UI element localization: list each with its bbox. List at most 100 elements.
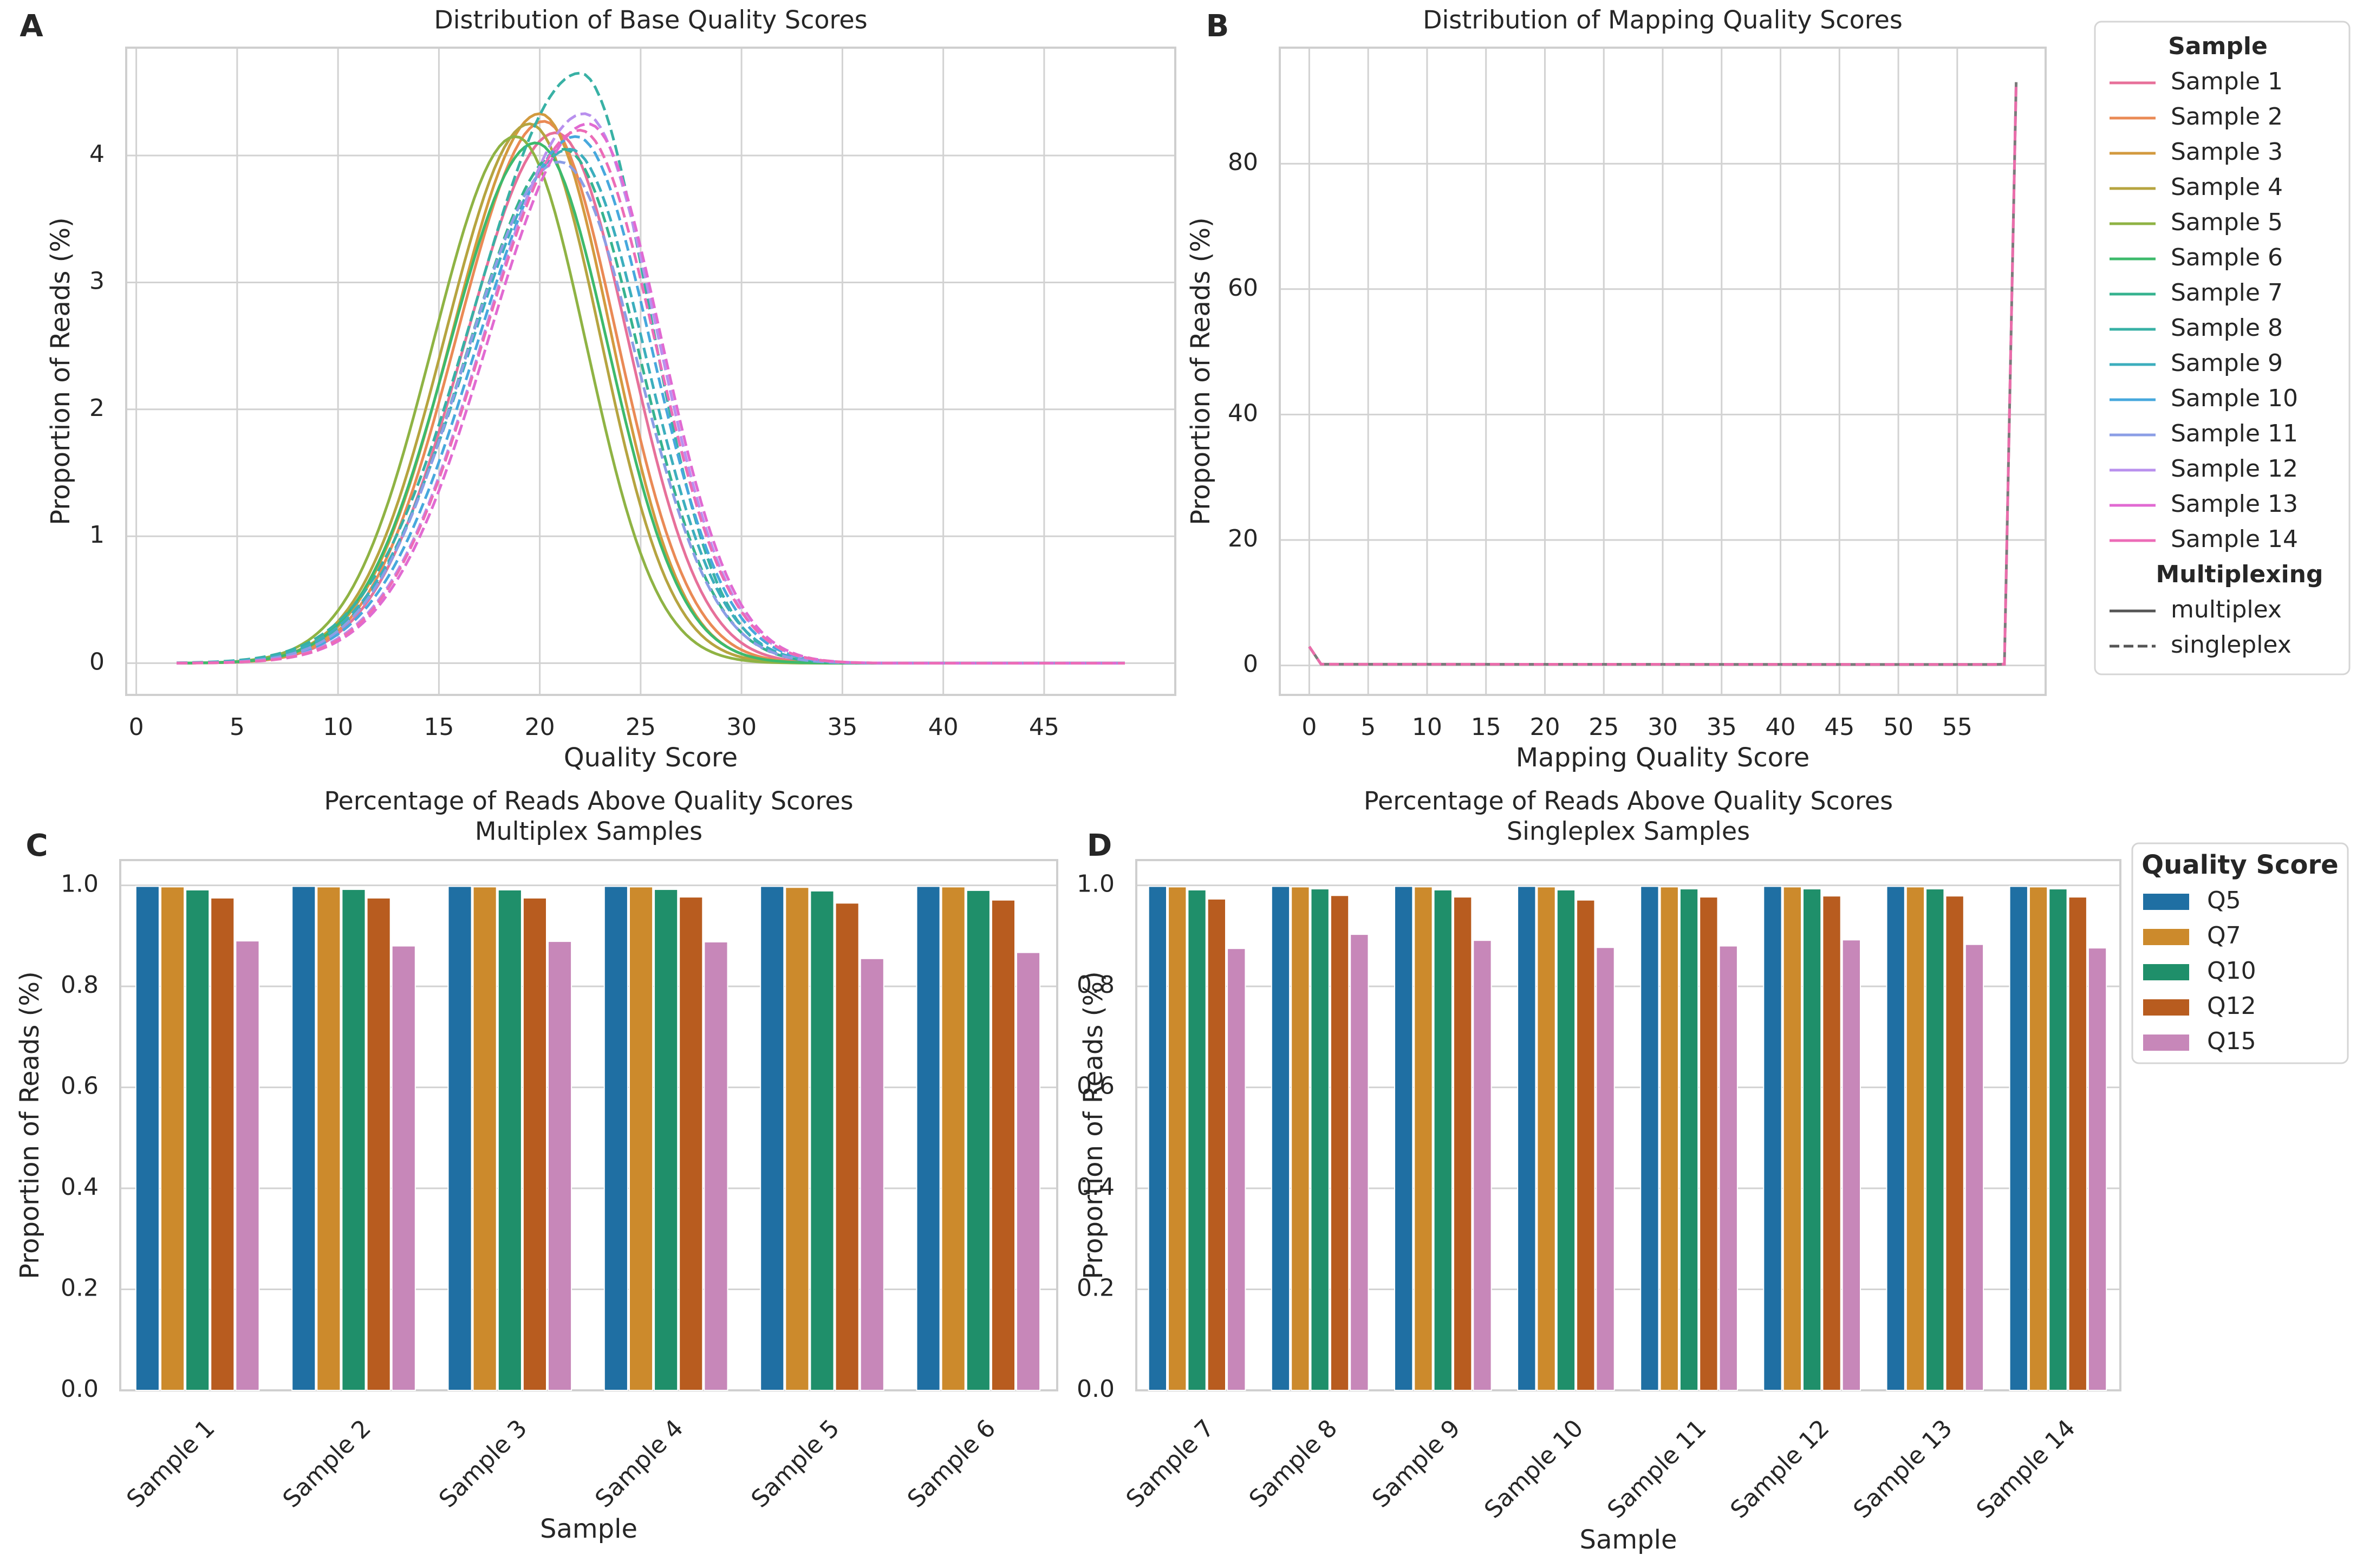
bar-sample-7-q5 <box>1148 886 1167 1391</box>
x-tick-label: 40 <box>928 713 959 741</box>
legend-swatch <box>2143 929 2189 945</box>
legend-item-label: Sample 10 <box>2171 385 2298 412</box>
bar-sample-3-q7 <box>472 886 497 1391</box>
bar-sample-2-q7 <box>316 886 341 1391</box>
legend-item-label: Q7 <box>2207 922 2241 949</box>
legend-item-label: Q15 <box>2207 1027 2256 1055</box>
x-tick-label: 5 <box>1360 713 1376 741</box>
axes-frame <box>1135 859 2121 1391</box>
legend-item-label: Sample 2 <box>2171 103 2283 131</box>
legend-swatch <box>2143 1035 2189 1051</box>
panel-label-c: C <box>25 828 48 863</box>
legend-frame <box>2094 21 2351 675</box>
x-axis-label: Sample <box>540 1514 637 1544</box>
bar-sample-5-q12 <box>835 902 860 1391</box>
bar-sample-14-q5 <box>2009 886 2028 1391</box>
y-tick-label: 0.4 <box>61 1173 99 1201</box>
x-tick-label: 45 <box>1029 713 1059 741</box>
series-line-sample-11 <box>177 160 1125 665</box>
bar-sample-9-q15 <box>1473 940 1492 1391</box>
x-tick-label: 10 <box>1412 713 1442 741</box>
bar-sample-12-q10 <box>1802 888 1822 1391</box>
y-tick-label: 0.8 <box>61 971 99 999</box>
bar-sample-6-q12 <box>991 899 1016 1391</box>
bar-sample-14-q10 <box>2048 888 2068 1391</box>
x-tick-label: 45 <box>1824 713 1854 741</box>
x-tick-label: 35 <box>1707 713 1737 741</box>
y-tick-label: 0.2 <box>1077 1274 1115 1302</box>
x-axis-label: Mapping Quality Score <box>1516 743 1809 773</box>
bar-sample-13-q10 <box>1925 888 1945 1391</box>
line-series-group <box>1308 82 2018 666</box>
bar-sample-2-q15 <box>391 945 416 1391</box>
series-line-sample-8 <box>177 71 1125 665</box>
x-tick-label: 15 <box>1471 713 1501 741</box>
x-tick-label: 15 <box>424 713 454 741</box>
legend-item-label: Sample 11 <box>2171 420 2298 447</box>
x-tick-label: 30 <box>726 713 757 741</box>
chart-title: Percentage of Reads Above Quality Scores <box>1364 786 1893 816</box>
legend-item-label: Sample 3 <box>2171 138 2283 166</box>
legend-samples: Sample Sample 1 Sample 2 Sample 3 Sample 4 Sa… <box>2094 21 2351 675</box>
bar-sample-10-q10 <box>1556 889 1576 1391</box>
y-tick-label: 0.0 <box>1077 1375 1115 1403</box>
bar-sample-13-q7 <box>1905 886 1925 1391</box>
x-tick-label: 20 <box>525 713 555 741</box>
chart-subtitle: Singleplex Samples <box>1507 817 1750 846</box>
bar-sample-8-q12 <box>1330 895 1350 1391</box>
y-axis-label: Proportion of Reads (%) <box>1078 971 1109 1279</box>
bar-sample-1-q7 <box>160 886 185 1391</box>
bar-sample-8-q7 <box>1291 886 1310 1391</box>
bar-sample-5-q5 <box>760 886 785 1391</box>
x-tick-label: 25 <box>626 713 656 741</box>
x-tick-label: 0 <box>129 713 144 741</box>
bar-sample-6-q7 <box>941 886 966 1391</box>
axes-frame <box>1279 47 2047 696</box>
series-line-sample-14 <box>177 128 1125 665</box>
bar-sample-12-q15 <box>1841 939 1861 1391</box>
bar-sample-13-q5 <box>1886 886 1905 1391</box>
y-tick-label: 0.8 <box>1077 971 1115 999</box>
bar-sample-4-q7 <box>629 886 654 1391</box>
bar-sample-1-q5 <box>135 886 160 1391</box>
axes-frame <box>125 47 1176 696</box>
bar-sample-4-q10 <box>654 889 679 1391</box>
bar-sample-5-q15 <box>860 958 884 1391</box>
legend-item-label: Sample 14 <box>2171 525 2298 553</box>
bar-sample-9-q10 <box>1433 889 1453 1391</box>
legend-item-label: Q10 <box>2207 957 2256 985</box>
bar-sample-8-q10 <box>1310 888 1330 1391</box>
bar-sample-12-q12 <box>1822 895 1841 1391</box>
y-axis-label: Proportion of Reads (%) <box>1186 217 1216 525</box>
legend-title: Quality Score <box>2141 850 2338 880</box>
legend-title: Sample <box>2168 32 2268 60</box>
series-line-singleplex <box>1308 82 2018 666</box>
bar-sample-1-q15 <box>235 940 260 1391</box>
bar-sample-11-q12 <box>1699 896 1718 1391</box>
legend-item-label: Sample 4 <box>2171 173 2283 201</box>
legend-item-label: Sample 9 <box>2171 349 2283 377</box>
bar-sample-5-q10 <box>810 890 835 1391</box>
bar-sample-4-q12 <box>679 896 704 1391</box>
bar-sample-3-q10 <box>497 889 522 1391</box>
legend-item-label: Sample 7 <box>2171 279 2283 307</box>
panel-label-a: A <box>19 9 43 44</box>
y-tick-label: 3 <box>89 267 105 295</box>
x-tick-label: 5 <box>230 713 245 741</box>
legend-item-label: Sample 12 <box>2171 455 2298 483</box>
x-axis-label: Sample <box>1580 1525 1677 1555</box>
chart-title: Distribution of Mapping Quality Scores <box>1423 5 1903 35</box>
bar-sample-2-q12 <box>366 897 391 1391</box>
x-tick-label: 40 <box>1766 713 1796 741</box>
bar-sample-11-q7 <box>1659 886 1679 1391</box>
x-tick-label: 30 <box>1648 713 1678 741</box>
legend-item-label: Q12 <box>2207 992 2256 1020</box>
x-tick-label: 35 <box>827 713 857 741</box>
bar-sample-7-q7 <box>1168 886 1187 1391</box>
x-axis-label: Quality Score <box>564 743 738 773</box>
bar-sample-3-q15 <box>548 941 572 1391</box>
y-tick-label: 0.6 <box>61 1072 99 1100</box>
legend-swatch <box>2143 964 2189 980</box>
